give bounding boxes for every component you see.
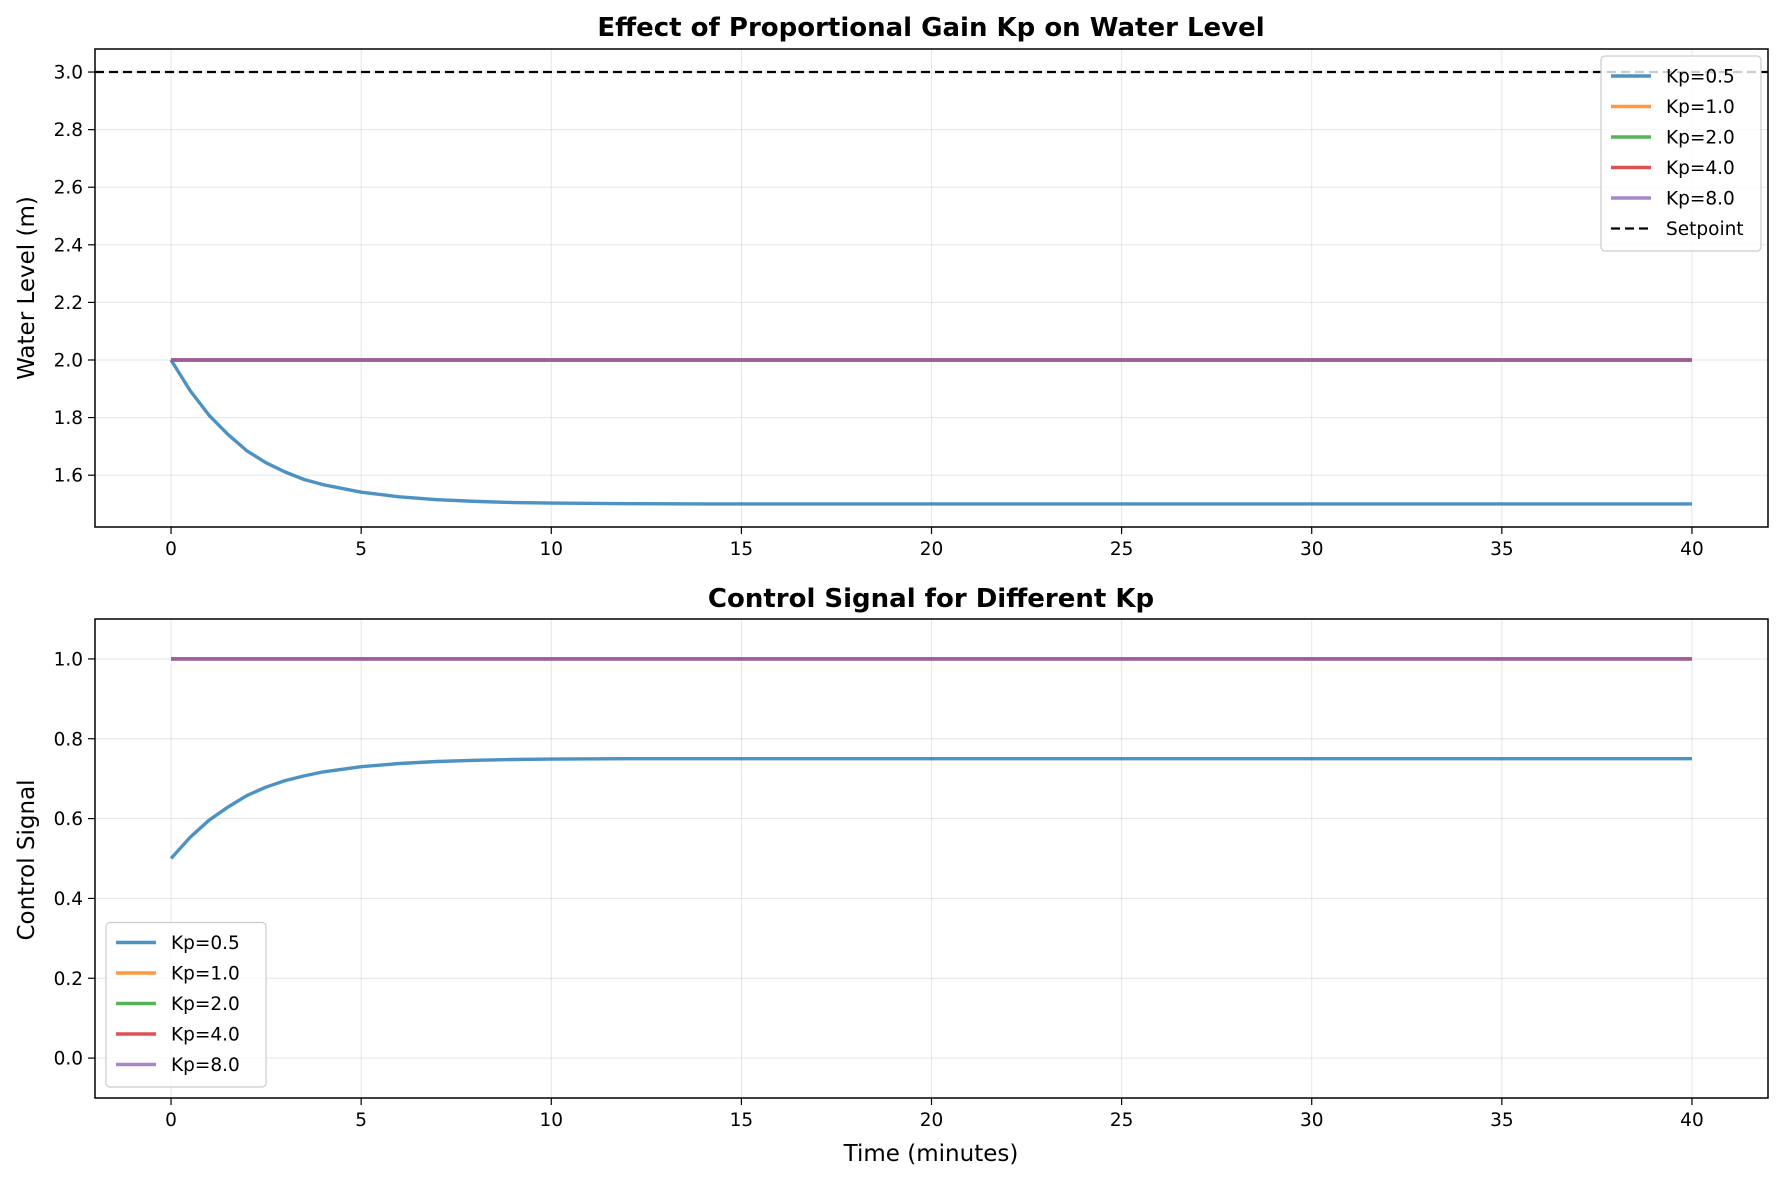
y-tick-label: 1.0 bbox=[54, 649, 83, 670]
x-tick-label: 10 bbox=[539, 1110, 563, 1131]
water-level-ylabel: Water Level (m) bbox=[14, 196, 40, 380]
x-tick-label: 15 bbox=[730, 1110, 754, 1131]
x-tick-label: 40 bbox=[1680, 539, 1704, 560]
y-tick-label: 1.6 bbox=[54, 466, 83, 487]
x-tick-label: 35 bbox=[1490, 539, 1514, 560]
legend-label: Kp=8.0 bbox=[1666, 189, 1735, 210]
x-tick-label: 5 bbox=[355, 539, 367, 560]
x-tick-label: 0 bbox=[165, 1110, 177, 1131]
legend-label: Setpoint bbox=[1666, 219, 1744, 240]
legend-label: Kp=4.0 bbox=[1666, 158, 1735, 179]
x-tick-label: 30 bbox=[1300, 1110, 1324, 1131]
legend-label: Kp=1.0 bbox=[1666, 97, 1735, 118]
legend-label: Kp=0.5 bbox=[1666, 67, 1735, 88]
legend-label: Kp=1.0 bbox=[171, 964, 240, 985]
control-signal-legend: Kp=0.5 Kp=1.0 Kp=2.0 Kp=4.0 Kp=8.0 bbox=[105, 921, 267, 1088]
y-tick-label: 3.0 bbox=[54, 63, 83, 84]
x-tick-label: 20 bbox=[920, 539, 944, 560]
control-signal-subplot: Control Signal for Different Kp Control … bbox=[14, 584, 1769, 1167]
legend-label: Kp=4.0 bbox=[171, 1025, 240, 1046]
x-tick-label: 35 bbox=[1490, 1110, 1514, 1131]
control-signal-title: Control Signal for Different Kp bbox=[708, 584, 1154, 614]
water-level-plot-area bbox=[95, 70, 1768, 506]
control-signal-ylabel: Control Signal bbox=[14, 779, 40, 940]
y-tick-label: 2.8 bbox=[54, 120, 83, 141]
y-tick-label: 2.6 bbox=[54, 178, 83, 199]
water-level-subplot: Effect of Proportional Gain Kp on Water … bbox=[14, 13, 1769, 560]
water-level-title: Effect of Proportional Gain Kp on Water … bbox=[597, 13, 1264, 43]
legend-frame bbox=[1600, 55, 1762, 252]
legend-frame bbox=[105, 921, 267, 1088]
y-tick-label: 2.0 bbox=[54, 350, 83, 371]
series-line-kp-0-5 bbox=[169, 359, 1692, 506]
x-tick-label: 0 bbox=[165, 539, 177, 560]
x-tick-label: 20 bbox=[920, 1110, 944, 1131]
legend-label: Kp=0.5 bbox=[171, 933, 240, 954]
x-tick-label: 25 bbox=[1110, 539, 1134, 560]
y-tick-label: 2.2 bbox=[54, 293, 83, 314]
y-tick-label: 0.8 bbox=[54, 729, 83, 750]
legend-label: Kp=2.0 bbox=[1666, 128, 1735, 149]
water-level-grid bbox=[95, 49, 1768, 527]
x-tick-label: 10 bbox=[539, 539, 563, 560]
control-signal-plot-area bbox=[169, 657, 1692, 860]
control-signal-grid bbox=[95, 619, 1768, 1098]
x-tick-label: 5 bbox=[355, 1110, 367, 1131]
legend-label: Kp=2.0 bbox=[171, 994, 240, 1015]
water-level-legend: Kp=0.5 Kp=1.0 Kp=2.0 Kp=4.0 Kp=8.0 Setpoint bbox=[1600, 55, 1762, 252]
y-tick-label: 0.2 bbox=[54, 969, 83, 990]
y-tick-label: 0.6 bbox=[54, 809, 83, 830]
x-tick-label: 25 bbox=[1110, 1110, 1134, 1131]
y-tick-label: 0.4 bbox=[54, 889, 83, 910]
y-tick-label: 1.8 bbox=[54, 408, 83, 429]
legend-label: Kp=8.0 bbox=[171, 1055, 240, 1076]
y-tick-label: 2.4 bbox=[54, 235, 83, 256]
x-tick-label: 15 bbox=[730, 539, 754, 560]
x-tick-label: 30 bbox=[1300, 539, 1324, 560]
x-tick-label: 40 bbox=[1680, 1110, 1704, 1131]
control-signal-xlabel: Time (minutes) bbox=[843, 1141, 1019, 1167]
y-tick-label: 0.0 bbox=[54, 1049, 83, 1070]
series-line-kp-0-5 bbox=[169, 757, 1692, 860]
